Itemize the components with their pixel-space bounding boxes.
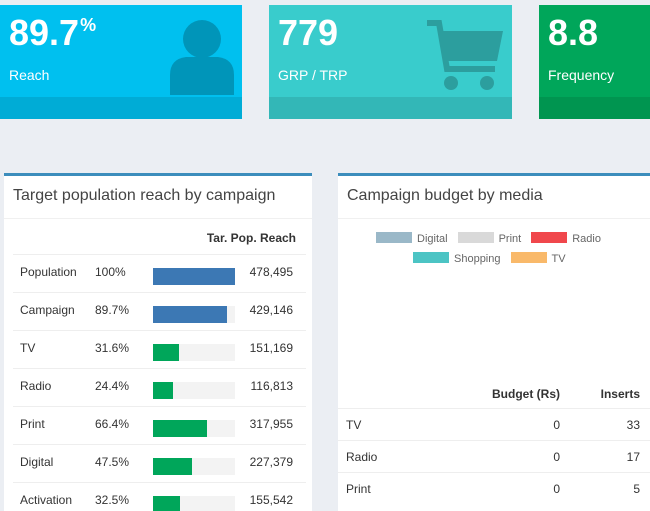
row-name: Population: [20, 265, 77, 279]
table-row: Radio 0 17: [338, 440, 650, 472]
legend-swatch: [376, 232, 412, 243]
column-header: Tar. Pop. Reach: [206, 231, 296, 245]
table-row: Campaign 89.7% 429,146: [13, 292, 306, 330]
row-name: Print: [20, 417, 45, 431]
table-row: TV 0 33: [338, 408, 650, 440]
progress-track: [153, 496, 235, 511]
legend-label: Shopping: [454, 253, 501, 265]
progress-track: [153, 420, 235, 437]
row-percent: 47.5%: [95, 455, 130, 469]
legend-item[interactable]: Shopping: [413, 252, 501, 265]
budget-by-media-panel: Campaign budget by media Digital Print Rad…: [338, 173, 650, 511]
row-name: TV: [20, 341, 36, 355]
row-name: Digital: [20, 455, 54, 469]
progress-bar: [153, 382, 173, 399]
progress-track: [153, 344, 235, 361]
reach-value: 89.7%: [9, 12, 97, 53]
legend-swatch: [510, 252, 547, 263]
legend-row: Digital Print Radio: [376, 232, 611, 245]
table-row: Activation 32.5% 155,542: [13, 482, 306, 511]
inserts-header: Inserts: [600, 387, 640, 401]
legend-item[interactable]: Digital: [376, 232, 448, 245]
row-percent: 31.6%: [95, 341, 130, 355]
table-row: Population 100% 478,495: [13, 254, 306, 292]
inserts-value: 33: [626, 418, 640, 432]
budget-header: Budget (Rs): [492, 387, 560, 401]
legend-label: Radio: [572, 233, 601, 245]
progress-bar: [153, 496, 180, 511]
progress-track: [153, 458, 235, 475]
inserts-value: 5: [633, 482, 640, 496]
progress-bar: [153, 420, 208, 437]
frequency-value: 8.8: [548, 12, 599, 53]
progress-bar: [153, 458, 192, 475]
legend-swatch: [457, 232, 494, 243]
legend-swatch: [413, 252, 449, 263]
row-value: 155,542: [249, 493, 293, 507]
row-value: 116,813: [250, 379, 294, 393]
grp-label: GRP / TRP: [278, 67, 348, 83]
row-percent: 66.4%: [95, 417, 130, 431]
media-name: Radio: [346, 450, 378, 464]
inserts-value: 17: [626, 450, 640, 464]
row-name: Activation: [20, 493, 73, 507]
row-percent: 100%: [95, 265, 126, 279]
row-name: Campaign: [20, 303, 75, 317]
row-value: 429,146: [249, 303, 293, 317]
frequency-kpi-tile: 8.8 Frequency: [539, 5, 650, 119]
budget-value: 0: [553, 482, 560, 496]
table-row: Radio 24.4% 116,813: [13, 368, 306, 406]
frequency-label: Frequency: [548, 67, 615, 83]
reach-label: Reach: [9, 67, 50, 83]
progress-track: [153, 268, 235, 285]
grp-value: 779: [278, 12, 339, 53]
row-value: 227,379: [249, 455, 293, 469]
panel-title: Target population reach by campaign: [13, 187, 276, 204]
divider: [338, 218, 650, 219]
shopping-cart-icon: [427, 20, 503, 90]
tile-footer: [539, 97, 650, 119]
legend-label: Print: [498, 233, 522, 245]
row-value: 151,169: [249, 341, 293, 355]
budget-value: 0: [553, 450, 560, 464]
row-name: Radio: [20, 379, 52, 393]
progress-bar: [153, 306, 227, 323]
row-percent: 32.5%: [95, 493, 130, 507]
user-icon: [170, 20, 234, 95]
divider: [4, 218, 312, 219]
progress-bar: [153, 268, 235, 285]
legend-label: TV: [551, 253, 566, 265]
panel-title: Campaign budget by media: [347, 187, 543, 204]
media-name: Print: [346, 482, 371, 496]
table-row: TV 31.6% 151,169: [13, 330, 306, 368]
progress-track: [153, 306, 235, 323]
legend-row: Shopping TV: [413, 252, 576, 265]
reach-kpi-tile: 89.7% Reach: [0, 5, 242, 119]
table-row: Print 0 5: [338, 472, 650, 504]
progress-track: [153, 382, 235, 399]
row-value: 478,495: [249, 265, 293, 279]
budget-value: 0: [553, 418, 560, 432]
table-row: Digital 47.5% 227,379: [13, 444, 306, 482]
media-name: TV: [346, 418, 362, 432]
row-percent: 89.7%: [95, 303, 130, 317]
legend-label: Digital: [417, 233, 448, 245]
legend-item[interactable]: TV: [510, 252, 566, 265]
table-row: Print 66.4% 317,955: [13, 406, 306, 444]
tile-footer: [0, 97, 242, 119]
grp-kpi-tile: 779 GRP / TRP: [269, 5, 512, 119]
row-percent: 24.4%: [95, 379, 130, 393]
legend-item[interactable]: Radio: [531, 232, 601, 245]
legend-swatch: [531, 232, 568, 243]
tile-footer: [269, 97, 512, 119]
legend-item[interactable]: Print: [457, 232, 522, 245]
row-value: 317,955: [249, 417, 293, 431]
progress-bar: [153, 344, 179, 361]
reach-by-campaign-panel: Target population reach by campaign Tar.…: [4, 173, 312, 511]
